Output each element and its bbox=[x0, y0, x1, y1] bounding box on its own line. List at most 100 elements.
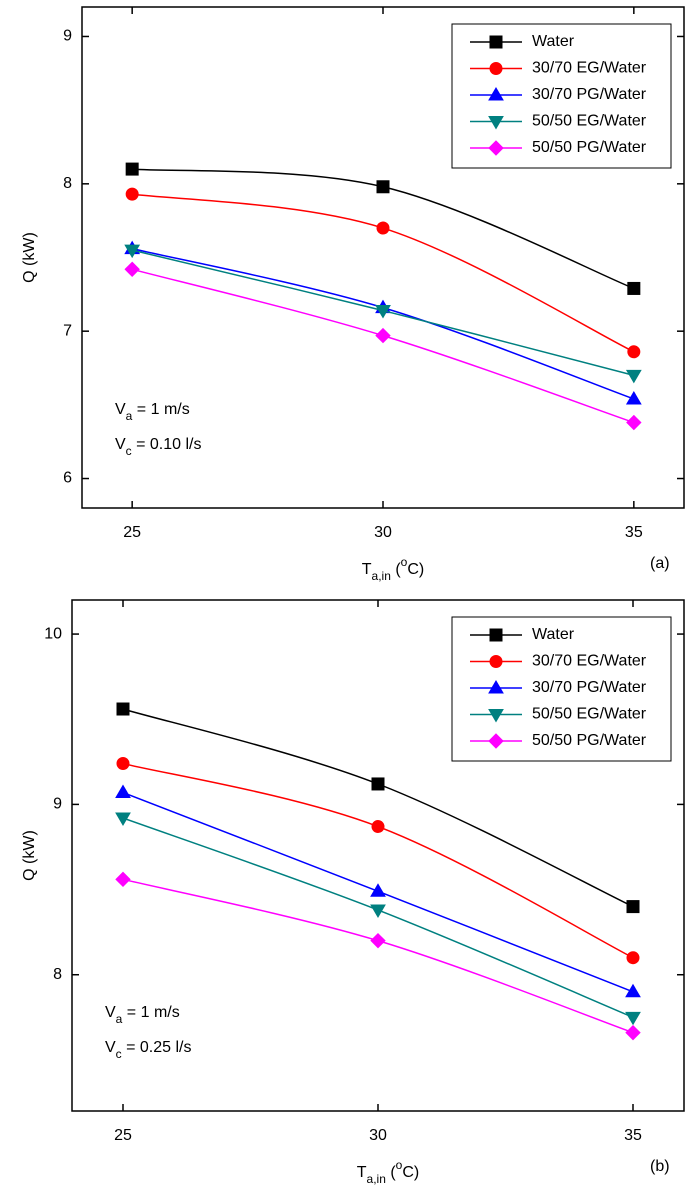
x-axis-label-end: C) bbox=[407, 561, 424, 578]
annotation-rest: = 1 m/s bbox=[132, 401, 189, 418]
data-point bbox=[115, 784, 131, 798]
data-point bbox=[626, 951, 640, 965]
legend-marker bbox=[489, 35, 503, 49]
legend-box bbox=[451, 616, 672, 762]
x-tick-label: 25 bbox=[123, 524, 141, 541]
legend-label: 30/70 EG/Water bbox=[532, 60, 647, 77]
legend-marker bbox=[488, 709, 504, 723]
data-point bbox=[625, 1024, 641, 1041]
legend-marker bbox=[488, 680, 504, 694]
y-tick-label: 10 bbox=[44, 625, 62, 642]
annotation-sub: c bbox=[116, 1047, 122, 1061]
series-line bbox=[131, 268, 635, 424]
annotation-main: V bbox=[105, 1004, 116, 1021]
legend-label: Water bbox=[532, 626, 575, 643]
y-tick-label: 9 bbox=[53, 796, 62, 813]
legend-marker bbox=[489, 655, 503, 668]
legend-marker bbox=[489, 62, 503, 75]
legend-marker bbox=[488, 116, 504, 130]
data-point bbox=[627, 281, 641, 295]
panel-label: (a) bbox=[650, 555, 670, 572]
series-line bbox=[122, 878, 634, 1034]
data-point bbox=[375, 305, 391, 319]
data-point bbox=[115, 871, 131, 888]
x-axis-label-sup: o bbox=[396, 1158, 403, 1172]
data-point bbox=[124, 261, 140, 277]
data-point bbox=[124, 244, 141, 259]
annotation: Va = 1 m/s bbox=[115, 401, 190, 423]
legend-label: 50/50 PG/Water bbox=[532, 732, 647, 749]
data-point bbox=[625, 369, 642, 384]
x-axis-label-end: C) bbox=[402, 1164, 419, 1181]
x-tick-label: 25 bbox=[114, 1127, 132, 1144]
x-axis-label-sub: a,in bbox=[372, 569, 391, 583]
annotation: Vc = 0.10 l/s bbox=[115, 436, 202, 458]
annotation-rest: = 0.10 l/s bbox=[132, 436, 202, 453]
data-point bbox=[625, 983, 641, 998]
panel-label: (b) bbox=[650, 1158, 670, 1175]
data-point bbox=[125, 187, 139, 201]
y-tick-label: 7 bbox=[63, 322, 72, 339]
x-axis-label-main: T bbox=[362, 561, 372, 578]
annotation-sub: a bbox=[116, 1012, 123, 1026]
x-axis-label-sub: a,in bbox=[367, 1172, 386, 1186]
annotation-rest: = 1 m/s bbox=[122, 1004, 179, 1021]
y-tick-label: 9 bbox=[63, 28, 72, 45]
legend-label: 50/50 PG/Water bbox=[532, 139, 647, 156]
legend-label: Water bbox=[532, 33, 575, 50]
x-axis-label-main: T bbox=[357, 1164, 367, 1181]
x-axis-label-rest: ( bbox=[391, 561, 401, 578]
legend-label: 30/70 PG/Water bbox=[532, 679, 647, 696]
data-point bbox=[375, 327, 391, 344]
data-point bbox=[125, 162, 139, 176]
data-point bbox=[626, 414, 642, 431]
annotation-main: V bbox=[115, 436, 126, 453]
legend-label: 50/50 EG/Water bbox=[532, 113, 647, 130]
x-tick-label: 35 bbox=[624, 1127, 642, 1144]
annotation: Vc = 0.25 l/s bbox=[105, 1039, 192, 1061]
x-axis-label-sup: o bbox=[401, 555, 408, 569]
data-point bbox=[371, 777, 385, 791]
annotation-main: V bbox=[115, 401, 126, 418]
y-tick-label: 8 bbox=[53, 966, 62, 983]
legend-marker bbox=[489, 628, 503, 642]
x-tick-label: 30 bbox=[374, 524, 392, 541]
data-point bbox=[370, 932, 386, 949]
legend-marker bbox=[488, 733, 504, 749]
series-line bbox=[122, 762, 634, 959]
y-axis-label: Q (kW) bbox=[21, 830, 38, 881]
legend-label: 50/50 EG/Water bbox=[532, 706, 647, 723]
data-point bbox=[115, 812, 131, 827]
annotation: Va = 1 m/s bbox=[105, 1004, 180, 1026]
data-point bbox=[625, 1011, 641, 1026]
data-point bbox=[370, 883, 386, 897]
data-point bbox=[627, 345, 641, 359]
data-point bbox=[376, 180, 390, 194]
y-axis-label: Q (kW) bbox=[21, 232, 38, 283]
annotation-sub: a bbox=[126, 409, 133, 423]
y-tick-label: 8 bbox=[63, 175, 72, 192]
x-axis-label: Ta,in (oC) bbox=[357, 1158, 420, 1186]
data-point bbox=[116, 702, 130, 716]
annotation-rest: = 0.25 l/s bbox=[122, 1039, 192, 1056]
legend-marker bbox=[488, 87, 504, 101]
data-point bbox=[376, 221, 390, 235]
data-point bbox=[370, 904, 386, 918]
legend-label: 30/70 EG/Water bbox=[532, 653, 647, 670]
data-point bbox=[626, 900, 640, 914]
x-tick-label: 35 bbox=[625, 524, 643, 541]
data-point bbox=[116, 757, 130, 771]
legend-label: 30/70 PG/Water bbox=[532, 86, 647, 103]
annotation-sub: c bbox=[126, 444, 132, 458]
data-point bbox=[371, 820, 385, 834]
x-axis-label: Ta,in (oC) bbox=[362, 555, 425, 583]
x-axis-label-rest: ( bbox=[386, 1164, 396, 1181]
y-tick-label: 6 bbox=[63, 470, 72, 487]
data-point bbox=[625, 390, 642, 405]
legend-box bbox=[451, 23, 672, 169]
legend-marker bbox=[488, 140, 504, 156]
x-tick-label: 30 bbox=[369, 1127, 387, 1144]
annotation-main: V bbox=[105, 1039, 116, 1056]
series-line bbox=[131, 247, 635, 400]
